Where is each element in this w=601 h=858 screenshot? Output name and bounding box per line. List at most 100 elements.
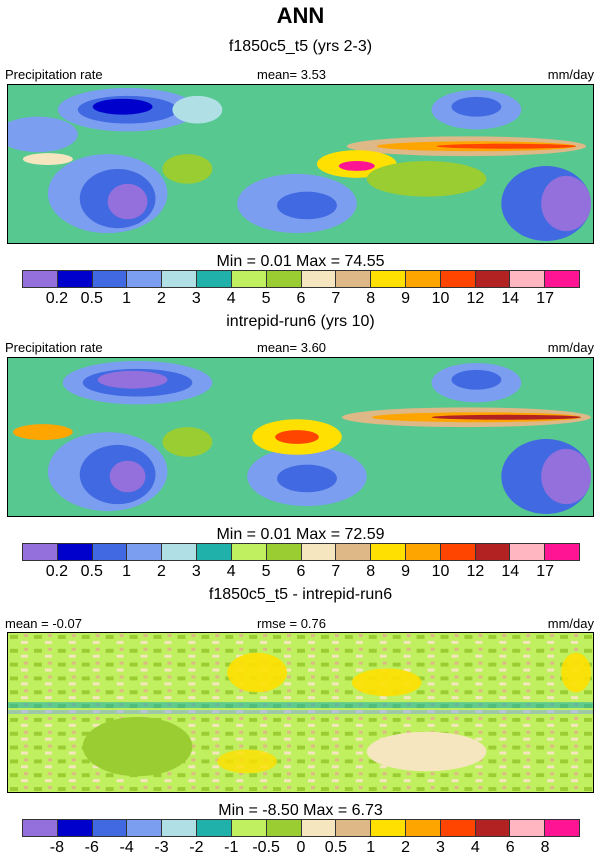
- colorbar-swatch: [162, 271, 198, 287]
- colorbar-tick-label: 0.5: [80, 563, 103, 580]
- colorbar-tick-label: 8: [540, 839, 550, 856]
- panel1-minmax: Min = 0.01 Max = 74.55: [216, 253, 385, 270]
- colorbar-swatch: [336, 820, 372, 836]
- colorbar-tick-label: 6: [296, 563, 306, 580]
- panel1-colorbar: [22, 270, 580, 288]
- colorbar-swatch: [231, 271, 267, 287]
- colorbar-tick-label: 9: [401, 290, 411, 307]
- panel1-map: [7, 84, 594, 244]
- panel3-units-label: mm/day: [547, 616, 594, 631]
- panel1-mean-label: mean= 3.53: [257, 67, 327, 82]
- colorbar-swatch: [57, 271, 93, 287]
- colorbar-swatch: [231, 544, 267, 560]
- colorbar-tick-label: 6: [296, 290, 306, 307]
- colorbar-swatch: [336, 544, 372, 560]
- colorbar-tick-label: 8: [366, 290, 376, 307]
- colorbar-tick-label: 10: [431, 290, 450, 307]
- colorbar-swatch: [510, 544, 546, 560]
- panel3-rmse-label: rmse = 0.76: [257, 616, 327, 631]
- colorbar-swatch: [545, 820, 579, 836]
- colorbar-tick-label: 4: [226, 290, 236, 307]
- colorbar-tick-label: 1: [122, 563, 132, 580]
- colorbar-swatch: [197, 820, 232, 836]
- colorbar-tick-label: 2: [157, 563, 166, 580]
- colorbar-tick-label: 0: [296, 839, 306, 856]
- panel2-mean-label: mean= 3.60: [257, 340, 327, 355]
- colorbar-swatch: [57, 544, 93, 560]
- colorbar-tick-label: 12: [466, 563, 485, 580]
- figure-title: ANN: [276, 3, 325, 28]
- colorbar-tick-label: 3: [191, 563, 201, 580]
- colorbar-swatch: [127, 820, 163, 836]
- colorbar-swatch: [475, 271, 511, 287]
- colorbar-swatch: [162, 820, 198, 836]
- colorbar-tick-label: 0.2: [45, 290, 68, 307]
- colorbar-tick-label: -0.5: [252, 839, 280, 856]
- colorbar-tick-label: 3: [191, 290, 201, 307]
- colorbar-tick-label: -3: [154, 839, 169, 856]
- panel1-colorbar-ticks: 0.2 0.5 1 2 3 4 5 6 7 8 9 10 12 14 17: [22, 290, 580, 308]
- colorbar-swatch: [301, 820, 337, 836]
- panel3-minmax: Min = -8.50 Max = 6.73: [218, 802, 383, 819]
- colorbar-swatch: [231, 820, 267, 836]
- panel3-colorbar: [22, 819, 580, 837]
- panel2-colorbar: [22, 543, 580, 561]
- panel2-colorbar-ticks: 0.2 0.5 1 2 3 4 5 6 7 8 9 10 12 14 17: [22, 563, 580, 581]
- colorbar-swatch: [301, 544, 337, 560]
- colorbar-tick-label: 2: [157, 290, 166, 307]
- colorbar-swatch: [266, 271, 302, 287]
- colorbar-tick-label: 6: [505, 839, 515, 856]
- panel1-subtitle: f1850c5_t5 (yrs 2-3): [228, 38, 373, 55]
- colorbar-tick-label: 5: [261, 563, 271, 580]
- colorbar-swatch: [127, 271, 163, 287]
- colorbar-swatch: [440, 544, 476, 560]
- colorbar-swatch: [510, 820, 546, 836]
- colorbar-swatch: [266, 820, 302, 836]
- colorbar-tick-label: 14: [501, 563, 520, 580]
- panel2-minmax: Min = 0.01 Max = 72.59: [216, 526, 385, 543]
- colorbar-tick-label: 7: [331, 290, 341, 307]
- colorbar-swatch: [23, 271, 58, 287]
- colorbar-swatch: [301, 271, 337, 287]
- colorbar-swatch: [545, 271, 579, 287]
- colorbar-tick-label: 0.2: [45, 563, 68, 580]
- colorbar-tick-label: -2: [189, 839, 204, 856]
- colorbar-swatch: [475, 544, 511, 560]
- colorbar-tick-label: -1: [224, 839, 239, 856]
- panel3-colorbar-ticks: -8 -6 -4 -3 -2 -1 -0.5 0 0.5 1 2 3 4 6 8: [22, 839, 580, 857]
- colorbar-swatch: [405, 271, 441, 287]
- colorbar-tick-label: 1: [122, 290, 132, 307]
- colorbar-swatch: [371, 820, 406, 836]
- colorbar-tick-label: 9: [401, 563, 411, 580]
- colorbar-swatch: [197, 271, 232, 287]
- colorbar-swatch: [440, 820, 476, 836]
- colorbar-tick-label: 12: [466, 290, 485, 307]
- colorbar-tick-label: 1: [366, 839, 376, 856]
- panel2-map: [7, 357, 594, 517]
- colorbar-swatch: [57, 820, 93, 836]
- colorbar-tick-label: -8: [49, 839, 64, 856]
- colorbar-tick-label: 17: [536, 563, 555, 580]
- colorbar-swatch: [475, 820, 511, 836]
- colorbar-swatch: [266, 544, 302, 560]
- colorbar-swatch: [510, 271, 546, 287]
- colorbar-swatch: [127, 544, 163, 560]
- colorbar-swatch: [92, 820, 128, 836]
- colorbar-swatch: [371, 271, 406, 287]
- colorbar-tick-label: 10: [431, 563, 450, 580]
- colorbar-swatch: [405, 544, 441, 560]
- colorbar-swatch: [23, 820, 58, 836]
- colorbar-tick-label: 4: [470, 839, 480, 856]
- panel3-subtitle: f1850c5_t5 - intrepid-run6: [208, 586, 393, 603]
- panel1-units-label: mm/day: [547, 67, 594, 82]
- colorbar-swatch: [405, 820, 441, 836]
- panel1-variable-label: Precipitation rate: [5, 67, 103, 82]
- colorbar-swatch: [336, 271, 372, 287]
- colorbar-tick-label: -4: [119, 839, 134, 856]
- colorbar-swatch: [440, 271, 476, 287]
- colorbar-swatch: [92, 544, 128, 560]
- colorbar-swatch: [371, 544, 406, 560]
- panel2-units-label: mm/day: [547, 340, 594, 355]
- colorbar-swatch: [162, 544, 198, 560]
